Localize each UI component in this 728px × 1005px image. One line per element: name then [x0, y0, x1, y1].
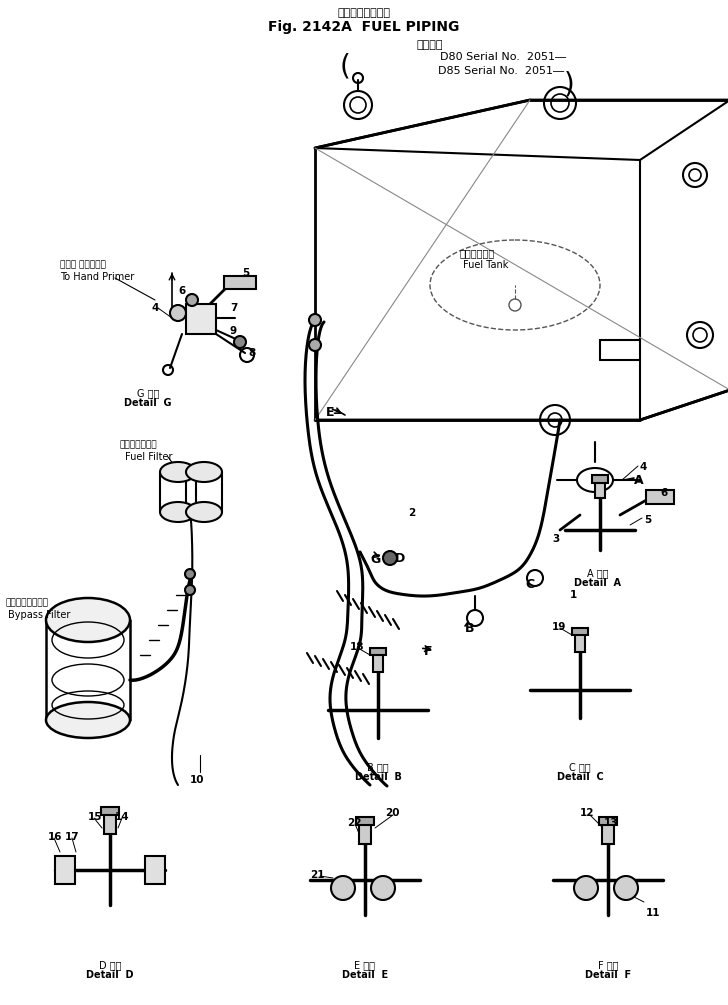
Bar — [572, 628, 588, 635]
Bar — [101, 807, 119, 815]
Text: フェルタンク: フェルタンク — [460, 248, 495, 258]
Ellipse shape — [46, 702, 130, 738]
Text: B 詳細: B 詳細 — [367, 762, 389, 772]
Circle shape — [371, 876, 395, 900]
Bar — [592, 475, 608, 483]
Bar — [224, 276, 256, 289]
Text: C: C — [525, 578, 534, 591]
Bar — [646, 490, 674, 504]
Text: 2: 2 — [408, 508, 415, 518]
Text: 5: 5 — [644, 515, 652, 525]
Text: (: ( — [340, 52, 351, 80]
Text: 18: 18 — [350, 642, 365, 652]
Text: 15: 15 — [88, 812, 103, 822]
Bar — [595, 480, 605, 498]
Text: フェルフィルタ: フェルフィルタ — [120, 440, 158, 449]
Text: ): ) — [564, 70, 575, 98]
Text: 4: 4 — [640, 462, 647, 472]
Bar — [186, 304, 216, 334]
Text: 12: 12 — [580, 808, 595, 818]
Text: D: D — [395, 552, 405, 565]
Text: Fig. 2142A  FUEL PIPING: Fig. 2142A FUEL PIPING — [269, 20, 459, 34]
Circle shape — [383, 551, 397, 565]
Circle shape — [234, 336, 246, 348]
Text: Bypass Filter: Bypass Filter — [8, 610, 71, 620]
Text: 17: 17 — [65, 832, 79, 842]
Text: E 詳細: E 詳細 — [355, 960, 376, 970]
Text: 19: 19 — [552, 622, 566, 632]
Bar — [599, 817, 617, 825]
Circle shape — [331, 876, 355, 900]
Text: Detail  B: Detail B — [355, 772, 401, 782]
Text: 11: 11 — [646, 908, 660, 918]
Text: F: F — [424, 645, 432, 658]
Text: 適用号機: 適用号機 — [416, 40, 443, 50]
Text: C 詳細: C 詳細 — [569, 762, 591, 772]
Text: Detail  E: Detail E — [342, 970, 388, 980]
Text: フェルパイピング: フェルパイピング — [338, 8, 390, 18]
Text: Detail  F: Detail F — [585, 970, 631, 980]
Text: バイパスフィルタ: バイパスフィルタ — [5, 598, 48, 607]
Bar — [104, 812, 116, 834]
Circle shape — [574, 876, 598, 900]
Text: Detail  A: Detail A — [574, 578, 622, 588]
Circle shape — [185, 585, 195, 595]
Ellipse shape — [186, 462, 222, 482]
Text: Fuel Tank: Fuel Tank — [463, 260, 508, 270]
Ellipse shape — [46, 598, 130, 642]
Circle shape — [170, 305, 186, 321]
Text: 9: 9 — [230, 326, 237, 336]
Bar — [575, 632, 585, 652]
Text: 22: 22 — [347, 818, 362, 828]
Bar — [356, 817, 374, 825]
Text: D85 Serial No.  2051―: D85 Serial No. 2051― — [438, 66, 564, 76]
Circle shape — [186, 294, 198, 306]
Ellipse shape — [160, 462, 196, 482]
Text: 1: 1 — [570, 590, 577, 600]
Text: 6: 6 — [178, 286, 185, 296]
Bar — [373, 652, 383, 672]
Text: To Hand Primer: To Hand Primer — [60, 272, 134, 282]
Text: 13: 13 — [604, 818, 619, 828]
Bar — [370, 648, 386, 655]
Text: G 詳細: G 詳細 — [137, 388, 159, 398]
Text: 10: 10 — [190, 775, 205, 785]
Bar — [359, 822, 371, 844]
Text: B: B — [465, 622, 475, 635]
Bar — [602, 822, 614, 844]
Circle shape — [185, 569, 195, 579]
Text: A: A — [634, 474, 644, 487]
Bar — [145, 856, 165, 884]
Text: D80 Serial No.  2051―: D80 Serial No. 2051― — [440, 52, 566, 62]
Text: 3: 3 — [552, 534, 559, 544]
Text: Detail  G: Detail G — [124, 398, 172, 408]
Text: D 詳細: D 詳細 — [99, 960, 122, 970]
Text: E: E — [326, 406, 334, 419]
Text: F 詳細: F 詳細 — [598, 960, 618, 970]
Text: 14: 14 — [115, 812, 130, 822]
Ellipse shape — [186, 502, 222, 522]
Ellipse shape — [160, 502, 196, 522]
Bar — [55, 856, 75, 884]
Text: 16: 16 — [48, 832, 63, 842]
Text: 21: 21 — [310, 870, 325, 880]
Text: 6: 6 — [660, 488, 668, 498]
Text: Detail  C: Detail C — [557, 772, 604, 782]
Text: 7: 7 — [230, 303, 237, 313]
Text: Detail  D: Detail D — [86, 970, 134, 980]
Circle shape — [614, 876, 638, 900]
Text: 8: 8 — [248, 348, 256, 358]
Circle shape — [309, 314, 321, 326]
Text: 20: 20 — [385, 808, 400, 818]
Text: Fuel Filter: Fuel Filter — [125, 452, 173, 462]
Text: 4: 4 — [152, 303, 159, 313]
Text: ハンド プライマへ: ハンド プライマへ — [60, 260, 106, 269]
Text: G: G — [370, 553, 380, 566]
Text: A 詳細: A 詳細 — [587, 568, 609, 578]
Text: 5: 5 — [242, 268, 249, 278]
Circle shape — [309, 339, 321, 351]
